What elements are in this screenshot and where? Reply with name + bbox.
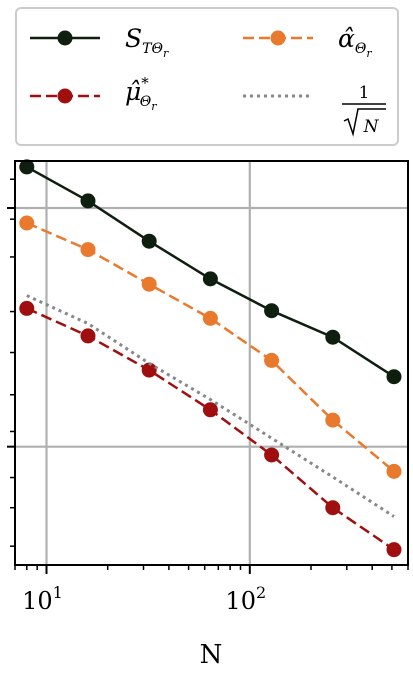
data-point [264, 352, 280, 368]
data-point [202, 402, 218, 418]
plot-area: 101 102 [7, 159, 409, 615]
plot-frame [14, 160, 409, 566]
data-point [386, 542, 402, 558]
series-line-3 [26, 294, 395, 518]
data-point [80, 193, 96, 209]
legend-marker [57, 30, 73, 46]
data-point [202, 271, 218, 287]
x-tick-label: 101 [22, 583, 63, 615]
data-point [141, 362, 157, 378]
legend-marker [57, 88, 73, 104]
data-point [325, 329, 341, 345]
data-point [19, 159, 35, 175]
data-point [141, 276, 157, 292]
data-point [19, 215, 35, 231]
data-point [264, 447, 280, 463]
legend-label-invsqrt-den: N [363, 117, 380, 137]
series-line-1 [26, 221, 395, 473]
data-point [141, 233, 157, 249]
data-point [325, 412, 341, 428]
x-axis-label: N [200, 640, 223, 670]
legend-sqrt-sign [343, 108, 386, 137]
legend-label-invsqrt-num: 1 [359, 83, 370, 103]
data-point [325, 500, 341, 516]
data-point [264, 303, 280, 319]
data-point [202, 310, 218, 326]
data-point [19, 300, 35, 316]
data-point [386, 369, 402, 385]
legend-marker [270, 30, 286, 46]
data-point [80, 328, 96, 344]
data-point [80, 242, 96, 258]
data-point [386, 463, 402, 479]
series-line-2 [26, 307, 395, 551]
legend-box [15, 7, 399, 146]
x-tick-label: 102 [225, 583, 266, 615]
